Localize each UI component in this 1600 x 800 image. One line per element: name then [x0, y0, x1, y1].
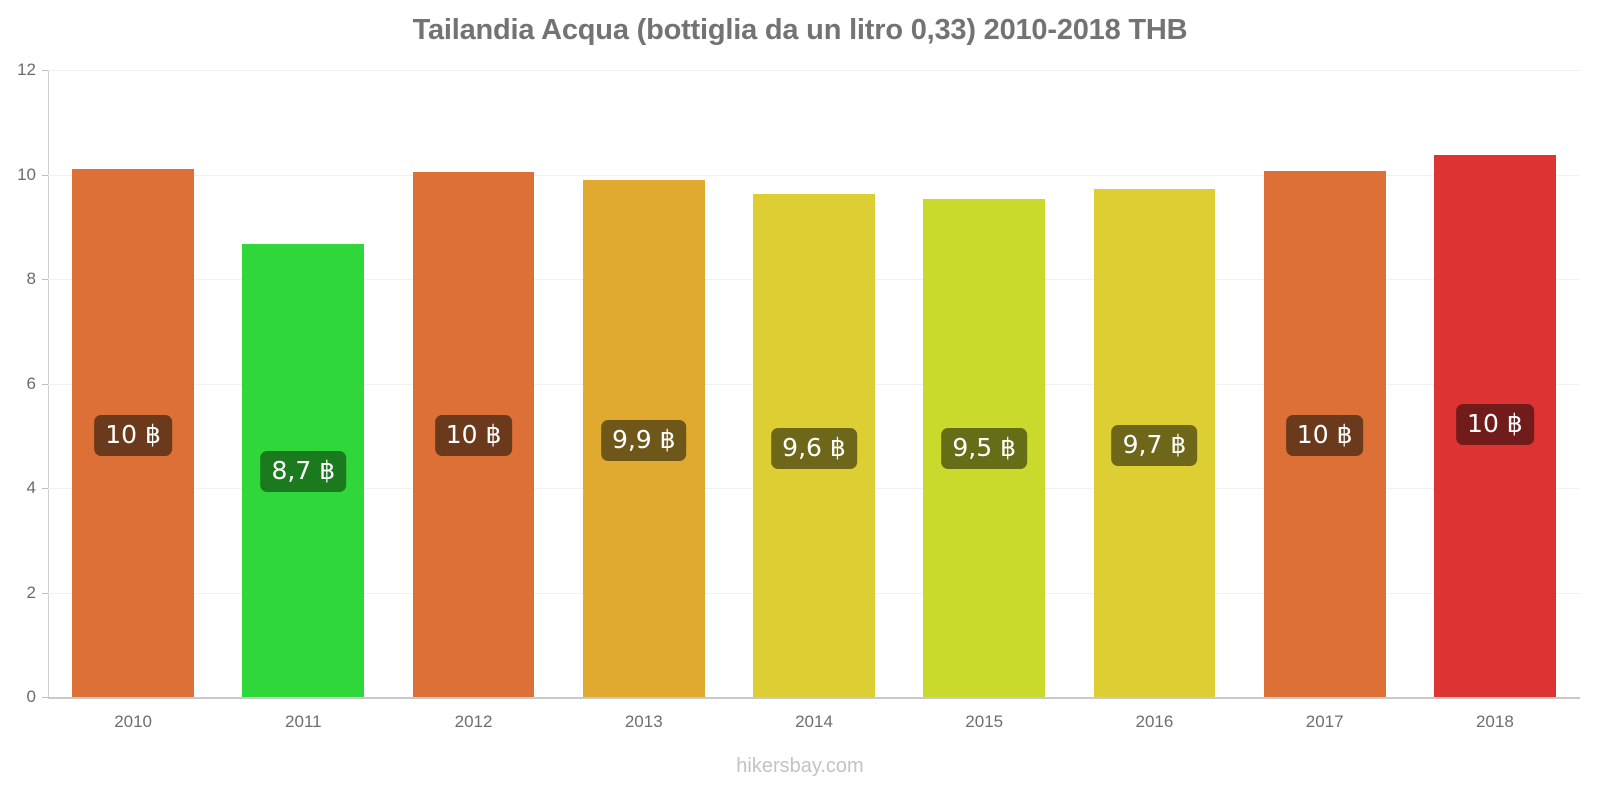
bar[interactable]: 10 ฿: [1263, 170, 1386, 697]
y-axis-tick-label: 8: [26, 269, 36, 288]
chart-title: Tailandia Acqua (bottiglia da un litro 0…: [412, 14, 1188, 46]
bar-value-label: 9,5 ฿: [941, 427, 1028, 469]
x-axis-baseline: [48, 697, 1580, 699]
x-axis-tick-label: 2015: [965, 712, 1004, 731]
bar[interactable]: 9,6 ฿: [753, 193, 875, 697]
bar[interactable]: 9,5 ฿: [923, 199, 1046, 697]
bar-value-label: 10 ฿: [1456, 404, 1534, 446]
bar[interactable]: 9,9 ฿: [582, 179, 705, 697]
bar-value-label: 9,9 ฿: [600, 420, 687, 462]
y-axis-tick-label: 10: [17, 164, 36, 184]
bar[interactable]: 8,7 ฿: [242, 244, 365, 697]
x-axis-tick-label: 2012: [454, 712, 493, 731]
x-axis-tick-label: 2018: [1475, 712, 1514, 731]
gridline: [48, 70, 1580, 71]
bar-value-label: 8,7 ฿: [260, 451, 347, 493]
bar[interactable]: 10 ฿: [1434, 154, 1556, 697]
bar-value-label: 10 ฿: [434, 414, 513, 456]
y-axis-tick-label: 6: [26, 373, 36, 393]
y-axis-tick-label: 4: [26, 478, 36, 497]
y-axis-tick-label: 0: [26, 687, 36, 706]
gridline: [48, 174, 1580, 176]
y-axis-tick-label: 12: [17, 60, 36, 79]
x-axis-tick-label: 2010: [114, 712, 153, 731]
x-axis-tick-label: 2011: [285, 712, 322, 731]
bar[interactable]: 9,7 ฿: [1093, 189, 1216, 697]
bar-value-label: 9,7 ฿: [1111, 425, 1198, 467]
plot-area: 10 ฿ 8,7 ฿ 10 ฿ 9,9 ฿ 9,6 ฿ 9,5 ฿ 9,7 ฿ 10 ฿ 10 …: [48, 70, 1580, 699]
x-axis-tick-label: 2017: [1305, 712, 1344, 731]
x-axis-tick-label: 2014: [795, 712, 833, 731]
bar-value-label: 10 ฿: [94, 414, 172, 456]
bar-value-label: 9,6 ฿: [771, 427, 857, 469]
y-axis-tick-label: 2: [26, 582, 36, 602]
x-axis-tick-label: 2013: [624, 712, 663, 731]
bar[interactable]: 10 ฿: [72, 169, 194, 697]
source-watermark: hikersbay.com: [736, 755, 864, 777]
x-axis-tick-label: 2016: [1135, 712, 1174, 731]
bar[interactable]: 10 ฿: [412, 171, 535, 697]
bar-value-label: 10 ฿: [1285, 414, 1364, 456]
y-axis-line: [48, 70, 49, 699]
